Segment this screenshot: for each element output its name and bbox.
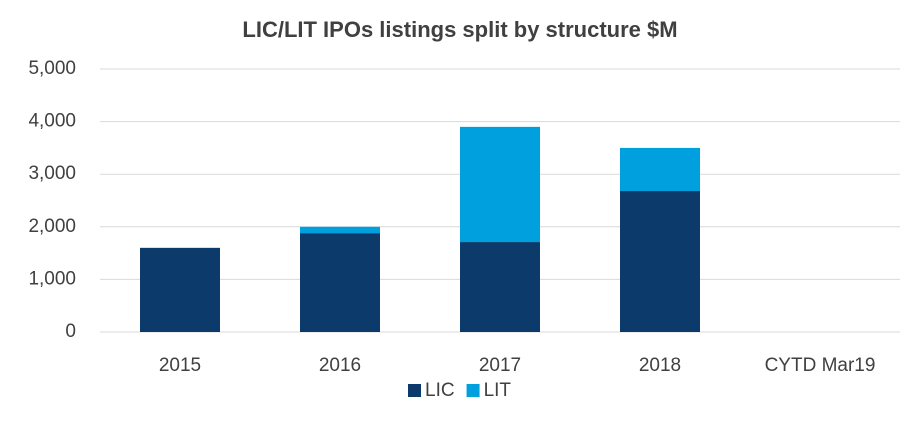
- bar-segment: [620, 191, 700, 332]
- legend-label: LIC: [425, 380, 455, 401]
- bar-segment: [300, 226, 380, 234]
- bar-segment: [300, 233, 380, 332]
- bar-segment: [620, 147, 700, 192]
- bar-segment: [460, 126, 540, 243]
- y-tick-label: 3,000: [28, 163, 76, 184]
- x-tick-label: 2018: [639, 355, 681, 376]
- y-tick-label: 4,000: [28, 111, 76, 132]
- legend-swatch: [408, 384, 421, 397]
- bar-segment: [140, 247, 220, 332]
- y-tick-label: 0: [65, 321, 76, 342]
- chart-title: LIC/LIT IPOs listings split by structure…: [242, 17, 677, 42]
- legend-swatch: [466, 384, 480, 397]
- y-tick-label: 2,000: [28, 216, 76, 237]
- bar-segment: [460, 242, 540, 332]
- x-tick-label: 2017: [479, 355, 521, 376]
- y-tick-label: 5,000: [28, 58, 76, 79]
- x-tick-label: 2016: [319, 355, 361, 376]
- legend-label: LIT: [484, 380, 512, 401]
- x-tick-label: CYTD Mar19: [765, 355, 876, 376]
- x-tick-label: 2015: [159, 355, 201, 376]
- y-tick-label: 1,000: [28, 268, 76, 289]
